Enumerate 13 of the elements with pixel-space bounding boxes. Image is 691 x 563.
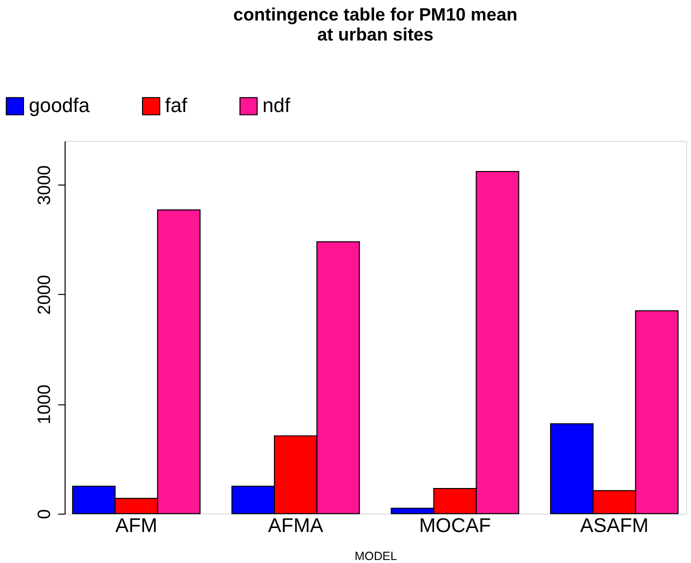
x-tick-label: AFMA: [268, 515, 324, 538]
legend-label: goodfa: [28, 95, 91, 118]
legend-label: faf: [165, 95, 188, 118]
y-tick-label: 3000: [34, 165, 54, 206]
x-axis-title: MODEL: [354, 548, 398, 563]
y-tick-label: 2000: [34, 274, 54, 315]
legend-label: ndf: [262, 95, 291, 118]
x-tick-label: ASAFM: [580, 515, 649, 538]
y-tick-label: 0: [34, 509, 54, 520]
chart-title: contingence table for PM10 mean at urban sites: [233, 4, 518, 44]
x-tick-label: AFM: [115, 515, 158, 538]
x-tick-label: MOCAF: [419, 515, 491, 538]
y-tick-label: 1000: [34, 384, 54, 424]
